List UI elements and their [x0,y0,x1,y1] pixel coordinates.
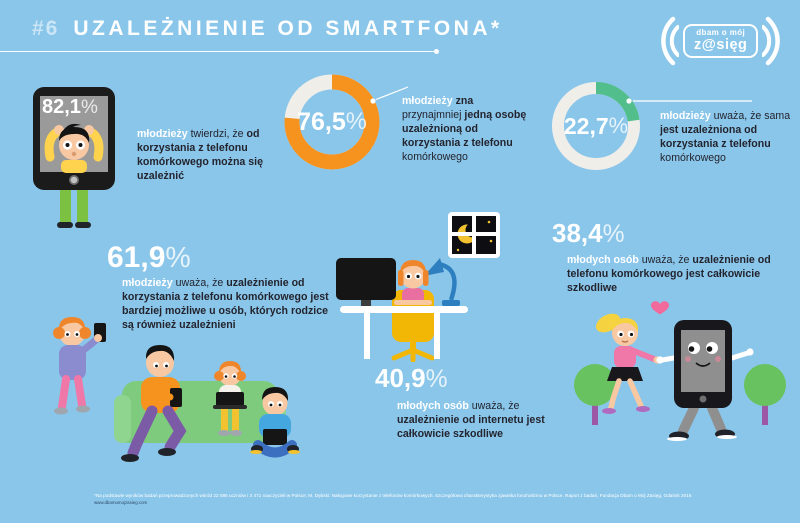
title-underline [0,49,439,54]
tree-left-icon [574,364,616,425]
phone-character [656,320,754,441]
logo-line1: dbam o mój [696,27,746,37]
stat-82-text: młodzieży twierdzi, że od korzystania z … [137,128,263,183]
stat-82-value: 82,1% [42,96,98,118]
mother-with-phone [53,317,106,415]
connector-line-22 [626,98,752,104]
underline-end-dot [434,49,439,54]
donut-chart-76: 76,5% [284,74,380,170]
walking-girl [595,313,661,414]
monitor-icon [336,258,396,307]
footnote-url: www.dbamomojzasieg.com [94,500,148,506]
father-with-phone [121,345,187,462]
signal-waves-right-icon [762,16,781,66]
footnote-source: *Na podstawie wyników badań przeprowadzo… [94,493,692,498]
heart-icon [651,301,669,315]
footnote: *Na podstawie wyników badań przeprowadzo… [94,493,694,506]
stat-61-value: 61,9% [107,241,191,274]
tablet-boy-illustration [33,87,115,228]
desk-lamp-icon [424,258,460,306]
signal-waves-left-icon [661,16,679,66]
boy-with-tablet [250,387,300,458]
stat-38-text: młodych osób uważa, że uzależnienie od t… [567,254,771,295]
header: #6 UZALEŻNIENIE OD SMARTFONA* [32,17,503,41]
logo-text-box: dbam o mój z@sięg [683,23,759,59]
stat-38-value: 38,4% [552,218,625,248]
stat-76-text: młodzieży zna przynajmniej jedną osobę u… [402,95,527,164]
girl-phone-friend-illustration [574,301,786,441]
night-computer-illustration [336,212,500,362]
logo-line2: z@sięg [694,36,748,53]
stat-40-text: młodych osób uważa, że uzależnienie od i… [397,400,545,441]
stat-22-text: młodzieży uważa, że sama jest uzależnion… [660,110,791,165]
connector-line-76 [370,86,409,104]
girl-at-desk [394,260,432,305]
donut-chart-22: 22,7% [550,80,642,172]
stat-40-value: 40,9% [375,363,448,393]
page-title: UZALEŻNIENIE OD SMARTFONA* [73,17,503,40]
donut-22-label: 22,7% [563,112,629,139]
tree-right-icon [744,364,786,425]
girl-with-laptop [213,361,247,436]
issue-number: #6 [32,17,60,40]
family-devices-illustration [53,317,300,462]
moon-window-icon [448,212,500,258]
donut-76-label: 76,5% [297,107,367,136]
logo-dbam-o-moj-zasieg: dbam o mój z@sięg [653,16,788,66]
stat-61-text: młodzieży uważa, że uzależnienie od korz… [122,277,329,332]
